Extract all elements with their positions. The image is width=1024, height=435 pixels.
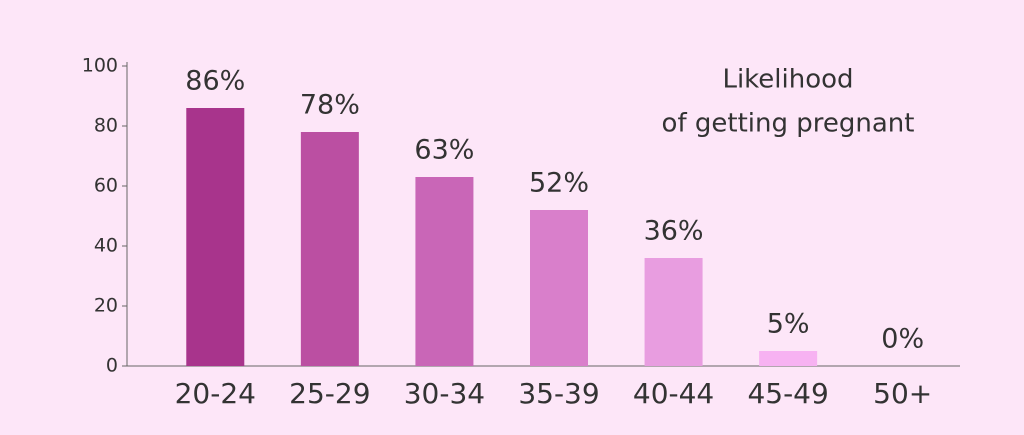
x-tick-label: 20-24 [175, 377, 256, 410]
y-tick-label: 100 [82, 55, 118, 77]
bar [530, 210, 588, 366]
chart-title: of getting pregnant [662, 109, 915, 139]
bar [644, 258, 703, 366]
x-tick-label: 30-34 [404, 377, 485, 410]
bar [186, 108, 245, 366]
value-label: 78% [300, 90, 360, 121]
y-tick-label: 60 [94, 175, 118, 197]
value-label: 86% [185, 66, 245, 97]
x-tick-label: 40-44 [633, 377, 714, 410]
value-label: 36% [644, 216, 704, 247]
x-tick-label: 35-39 [518, 377, 599, 410]
value-label: 63% [414, 135, 474, 166]
y-tick-label: 20 [94, 295, 118, 317]
bar [759, 351, 818, 366]
value-label: 0% [881, 324, 924, 355]
value-label: 52% [529, 168, 589, 199]
bar [300, 132, 359, 366]
x-tick-label: 25-29 [289, 377, 370, 410]
value-label: 5% [767, 309, 810, 340]
y-tick-label: 40 [94, 235, 118, 257]
x-tick-label: 45-49 [747, 377, 828, 410]
y-tick-label: 80 [94, 115, 118, 137]
bar [415, 177, 474, 366]
y-tick-label: 0 [106, 355, 118, 377]
chart-title: Likelihood [722, 65, 853, 95]
x-tick-label: 50+ [873, 377, 932, 410]
